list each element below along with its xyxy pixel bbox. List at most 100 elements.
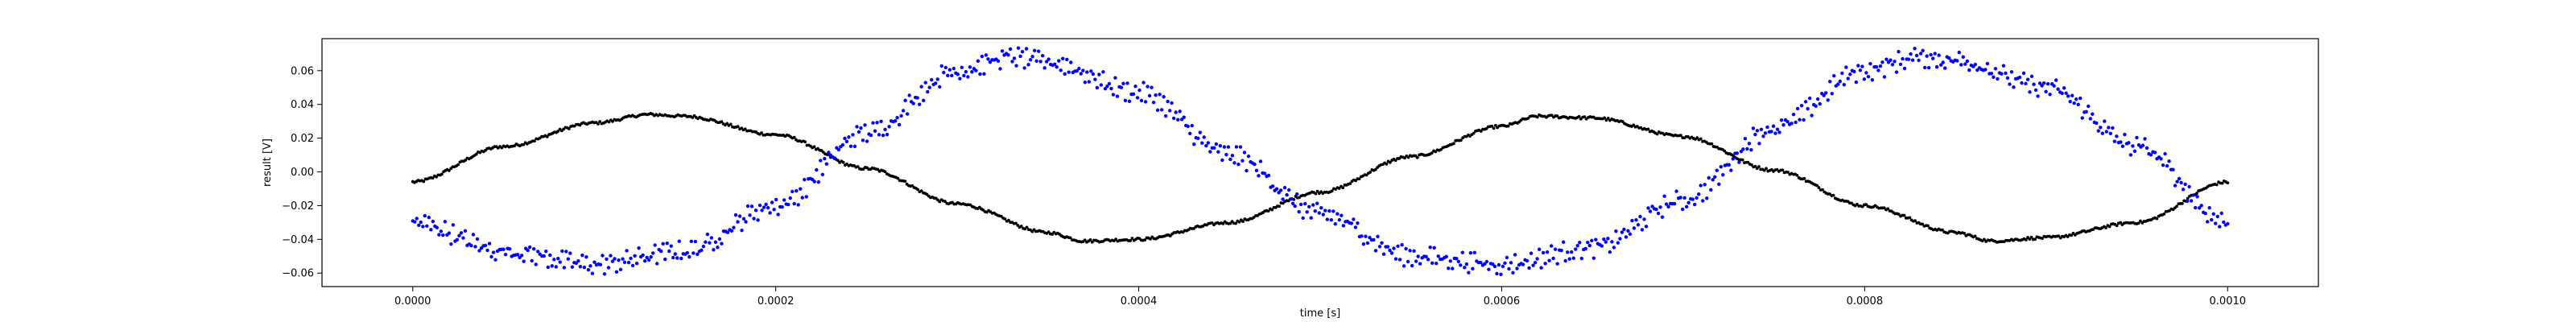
data-point	[897, 122, 902, 127]
data-point	[1612, 246, 1616, 250]
data-point	[479, 246, 484, 250]
data-point	[1757, 142, 1761, 146]
data-point	[1014, 221, 1018, 225]
data-point	[869, 133, 873, 138]
data-point	[780, 204, 784, 209]
data-point	[1636, 223, 1641, 227]
data-point	[800, 196, 804, 200]
data-point	[1032, 48, 1037, 53]
data-point	[1622, 227, 1626, 232]
data-point	[1840, 71, 1844, 76]
data-point	[1727, 163, 1732, 167]
data-point	[812, 180, 816, 184]
data-point	[1075, 69, 1080, 73]
data-point	[725, 122, 729, 126]
data-point	[1385, 245, 1390, 249]
data-point	[2084, 109, 2088, 114]
data-point	[1626, 229, 1630, 233]
data-point	[856, 165, 860, 168]
data-point	[1416, 254, 1420, 258]
data-point	[1628, 232, 1633, 236]
data-point	[1963, 62, 1967, 66]
data-point	[1930, 56, 1935, 60]
data-point	[1019, 225, 1023, 228]
data-point	[469, 243, 473, 248]
data-point	[1353, 225, 1358, 229]
data-point	[1424, 254, 1428, 259]
data-point	[917, 102, 922, 106]
data-point	[2220, 181, 2224, 185]
data-point	[1059, 68, 1063, 72]
data-point	[1103, 87, 1108, 91]
data-point	[745, 204, 750, 208]
data-point	[1495, 271, 1499, 276]
data-point	[1618, 237, 1622, 241]
data-point	[1590, 238, 1594, 243]
data-point	[1506, 124, 1510, 128]
data-point	[1141, 80, 1146, 85]
data-point	[2195, 195, 2199, 199]
data-point	[1515, 266, 1519, 270]
data-point	[708, 241, 712, 245]
data-point	[621, 257, 625, 261]
data-point	[1224, 152, 1228, 157]
y-axis-label: result [V]	[262, 138, 274, 187]
data-point	[1802, 176, 1806, 180]
data-point	[1682, 196, 1686, 200]
data-point	[1505, 255, 1509, 260]
data-point	[743, 127, 747, 131]
data-point	[1807, 96, 1812, 101]
data-point	[916, 188, 920, 192]
data-point	[1393, 257, 1398, 261]
data-point	[970, 70, 974, 74]
data-point	[617, 258, 621, 262]
data-point	[788, 196, 792, 200]
data-point	[2021, 71, 2026, 76]
data-point	[1415, 155, 1419, 159]
data-point	[1973, 234, 1977, 238]
data-point	[2203, 211, 2207, 216]
data-point	[1178, 109, 1182, 114]
data-point	[799, 187, 803, 191]
data-point	[1934, 65, 1939, 69]
data-point	[1765, 167, 1768, 171]
data-point	[840, 142, 845, 147]
data-point	[592, 260, 597, 264]
data-point	[1228, 221, 1232, 225]
data-point	[1341, 224, 1346, 228]
data-point	[1467, 270, 1471, 275]
data-point	[1468, 251, 1473, 255]
data-point	[792, 135, 796, 139]
data-point	[1838, 79, 1842, 84]
data-point	[2215, 183, 2219, 187]
data-point	[667, 249, 671, 254]
data-point	[836, 159, 840, 163]
data-point	[776, 213, 780, 217]
data-point	[1815, 184, 1819, 188]
data-point	[483, 243, 488, 248]
data-point	[1147, 93, 1152, 98]
data-point	[1471, 266, 1475, 271]
data-point	[760, 131, 763, 134]
data-point	[791, 189, 795, 194]
data-point	[1212, 146, 1216, 150]
data-point	[768, 211, 772, 215]
data-point	[733, 213, 738, 217]
data-point	[586, 267, 591, 272]
data-point	[756, 218, 760, 222]
data-point	[1125, 81, 1129, 85]
data-point	[1644, 225, 1649, 229]
data-point	[2004, 71, 2008, 76]
data-point	[712, 248, 716, 252]
data-point	[2095, 121, 2099, 126]
data-point	[447, 168, 451, 172]
data-point	[431, 219, 436, 224]
data-point	[473, 245, 477, 249]
data-point	[1547, 258, 1551, 262]
data-point	[1646, 206, 1650, 210]
data-point	[431, 176, 435, 180]
data-point	[964, 70, 968, 74]
data-point	[1561, 240, 1566, 244]
data-point	[2226, 221, 2230, 226]
data-point	[1323, 208, 1327, 213]
